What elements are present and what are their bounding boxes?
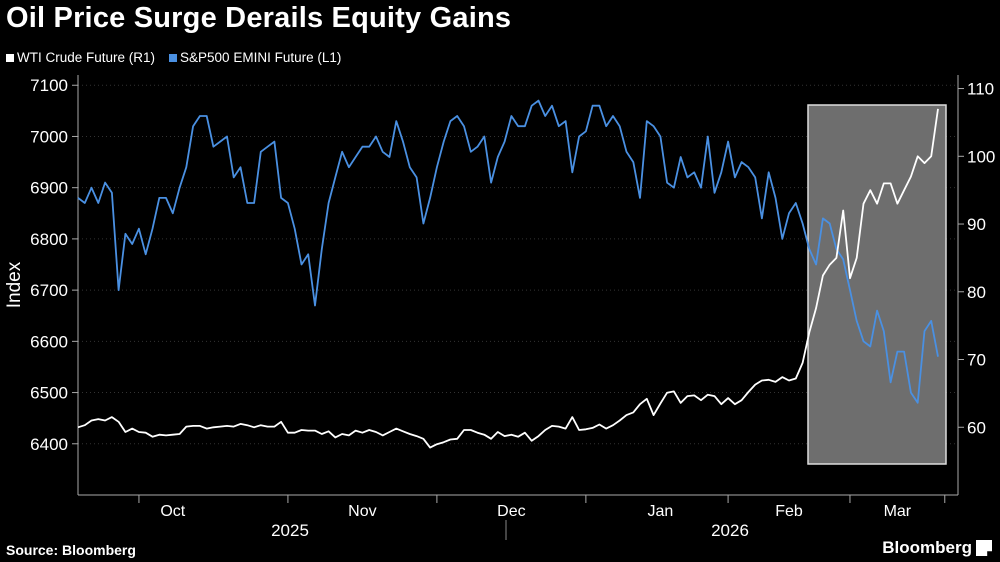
right-tick-label: 100 <box>967 147 995 166</box>
left-tick-label: 6700 <box>30 281 68 300</box>
y-axis-label: Index <box>4 261 25 308</box>
left-tick-label: 6500 <box>30 384 68 403</box>
year-label: 2026 <box>711 521 749 540</box>
series-lines <box>77 99 939 449</box>
bloomberg-mark-icon <box>976 540 992 556</box>
highlight-region <box>807 104 947 465</box>
left-tick-label: 6400 <box>30 435 68 454</box>
month-label: Feb <box>775 503 803 520</box>
legend-label-wti: WTI Crude Future (R1) <box>17 50 156 65</box>
month-label: Jan <box>647 503 673 520</box>
legend-item-wti: WTI Crude Future (R1) <box>6 50 155 65</box>
month-label: Oct <box>160 503 185 520</box>
brand-logo: Bloomberg <box>882 538 992 558</box>
right-tick-label: 60 <box>967 418 986 437</box>
left-tick-label: 7100 <box>30 76 68 95</box>
highlight-rect <box>807 104 947 465</box>
axis-labels: 6400 6500 6600 6700 6800 6900 7000 7100 60 70 80 90… <box>4 76 995 540</box>
brand-name: Bloomberg <box>882 538 972 557</box>
right-tick-label: 80 <box>967 283 986 302</box>
month-label: Mar <box>884 503 912 520</box>
left-tick-label: 6900 <box>30 179 68 198</box>
sp500-line <box>77 99 939 404</box>
legend-swatch-wti <box>6 53 14 62</box>
legend-label-sp500: S&P500 EMINI Future (L1) <box>180 50 342 65</box>
right-tick-label: 110 <box>967 80 994 99</box>
legend-swatch-sp500 <box>169 53 178 62</box>
right-tick-label: 70 <box>967 351 986 370</box>
legend-item-sp500: S&P500 EMINI Future (L1) <box>169 50 341 65</box>
source-note: Source: Bloomberg <box>6 542 136 558</box>
legend: WTI Crude Future (R1) S&P500 EMINI Futur… <box>6 50 341 65</box>
year-label: 2025 <box>271 521 309 540</box>
chart-title: Oil Price Surge Derails Equity Gains <box>6 2 512 34</box>
right-tick-label: 90 <box>967 215 986 234</box>
left-tick-label: 7000 <box>30 127 68 146</box>
month-label: Dec <box>497 503 525 520</box>
wti-line <box>77 108 939 449</box>
left-tick-label: 6600 <box>30 332 68 351</box>
month-label: Nov <box>348 503 376 520</box>
gridlines <box>78 84 958 445</box>
left-tick-label: 6800 <box>30 230 68 249</box>
axes <box>72 75 964 540</box>
